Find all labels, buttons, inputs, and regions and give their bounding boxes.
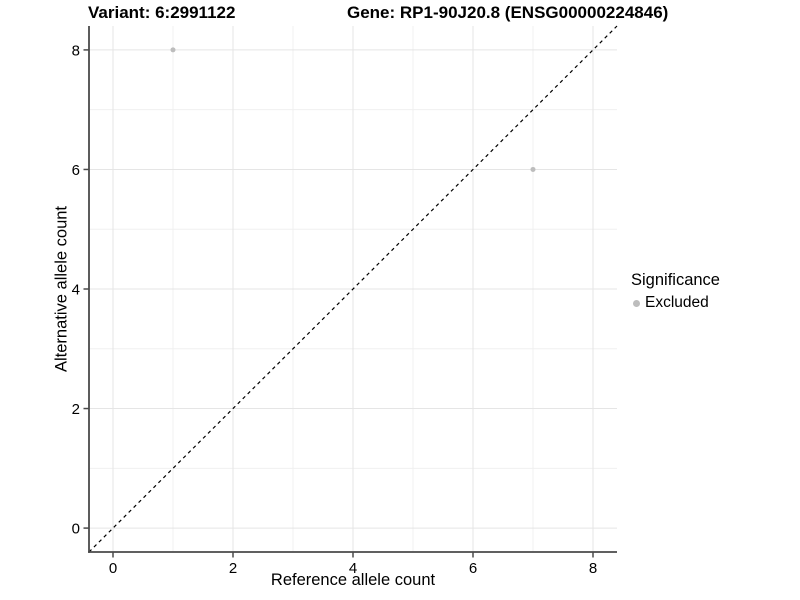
- legend-item-excluded: Excluded: [631, 294, 720, 312]
- x-tick-label: 2: [229, 560, 237, 577]
- legend-item-label: Excluded: [645, 294, 709, 311]
- y-tick-label: 8: [72, 42, 80, 59]
- x-tick-label: 4: [349, 560, 357, 577]
- x-axis-title: Reference allele count: [270, 571, 436, 589]
- gene-title: Gene: RP1-90J20.8 (ENSG00000224846): [347, 3, 669, 22]
- y-tick-label: 0: [72, 521, 80, 538]
- y-tick-label: 6: [72, 162, 80, 179]
- x-tick-label: 0: [109, 560, 117, 577]
- y-tick-label: 4: [72, 282, 80, 299]
- data-point: [530, 166, 536, 172]
- x-tick-label: 8: [589, 560, 597, 577]
- y-tick-label: 2: [72, 401, 80, 418]
- excluded-point-swatch: [633, 299, 640, 307]
- legend: Significance Excluded: [631, 271, 720, 312]
- legend-title: Significance: [631, 271, 720, 289]
- y-axis-title: Alternative allele count: [52, 205, 71, 373]
- data-point: [170, 47, 176, 53]
- identity-line: [88, 25, 618, 553]
- variant-title: Variant: 6:2991122: [88, 3, 236, 22]
- x-tick-label: 6: [469, 560, 477, 577]
